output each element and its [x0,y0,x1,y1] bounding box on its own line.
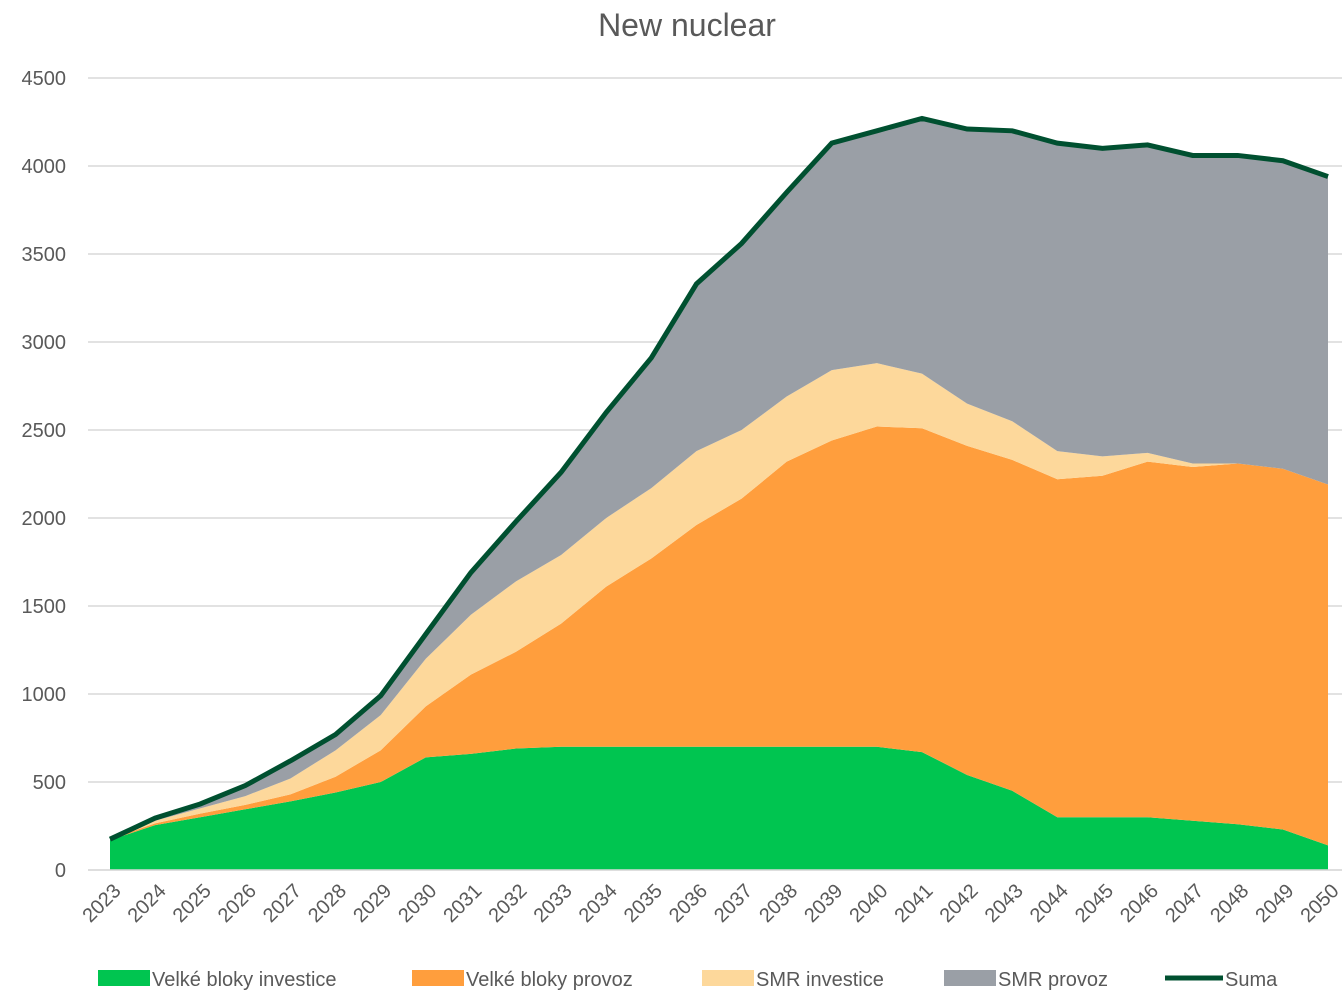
x-tick-label: 2040 [845,880,892,927]
x-tick-label: 2029 [349,880,396,927]
legend-swatch [98,970,150,986]
legend-label: Suma [1225,969,1278,991]
x-tick-label: 2038 [755,880,802,927]
area [110,363,1328,840]
x-tick-label: 2024 [124,880,171,927]
x-tick-label: 2041 [891,880,938,927]
x-tick-label: 2030 [394,880,441,927]
legend-label: Velké bloky provoz [466,969,633,991]
x-tick-label: 2049 [1251,880,1298,927]
x-tick-label: 2034 [575,880,622,927]
legend-swatch [944,970,996,986]
area [110,746,1328,870]
y-tick-label: 2000 [22,508,67,530]
x-tick-label: 2033 [530,880,577,927]
x-tick-label: 2042 [936,880,983,927]
x-tick-label: 2045 [1071,880,1118,927]
x-tick-label: 2050 [1297,880,1342,927]
y-tick-label: 1000 [22,684,67,706]
y-tick-label: 4500 [22,68,67,90]
line [108,115,1329,842]
y-tick-label: 3500 [22,244,67,266]
x-tick-label: 2023 [79,880,126,927]
x-tick-label: 2044 [1026,880,1073,927]
y-tick-label: 1500 [22,596,67,618]
x-tick-label: 2046 [1116,880,1163,927]
x-tick-label: 2043 [981,880,1028,927]
legend-label: SMR provoz [998,969,1108,991]
x-tick-label: 2039 [800,880,847,927]
area [110,426,1328,846]
y-tick-label: 4000 [22,156,67,178]
x-tick-label: 2048 [1206,880,1253,927]
chart-title: New nuclear [598,7,776,43]
x-tick-label: 2036 [665,880,712,927]
y-tick-label: 3000 [22,332,67,354]
y-tick-label: 500 [33,772,66,794]
y-tick-label: 0 [55,860,66,882]
area [110,118,1328,840]
x-tick-label: 2037 [710,880,757,927]
legend-swatch [702,970,754,986]
x-tick-label: 2028 [304,880,351,927]
x-tick-label: 2026 [214,880,261,927]
x-tick-label: 2032 [485,880,532,927]
legend-label: SMR investice [756,969,884,991]
x-tick-label: 2035 [620,880,667,927]
x-tick-label: 2047 [1161,880,1208,927]
y-tick-label: 2500 [22,420,67,442]
x-tick-label: 2025 [169,880,216,927]
x-tick-label: 2027 [259,880,306,927]
x-tick-label: 2031 [439,880,486,927]
legend-label: Velké bloky investice [152,969,337,991]
legend-swatch [412,970,464,986]
